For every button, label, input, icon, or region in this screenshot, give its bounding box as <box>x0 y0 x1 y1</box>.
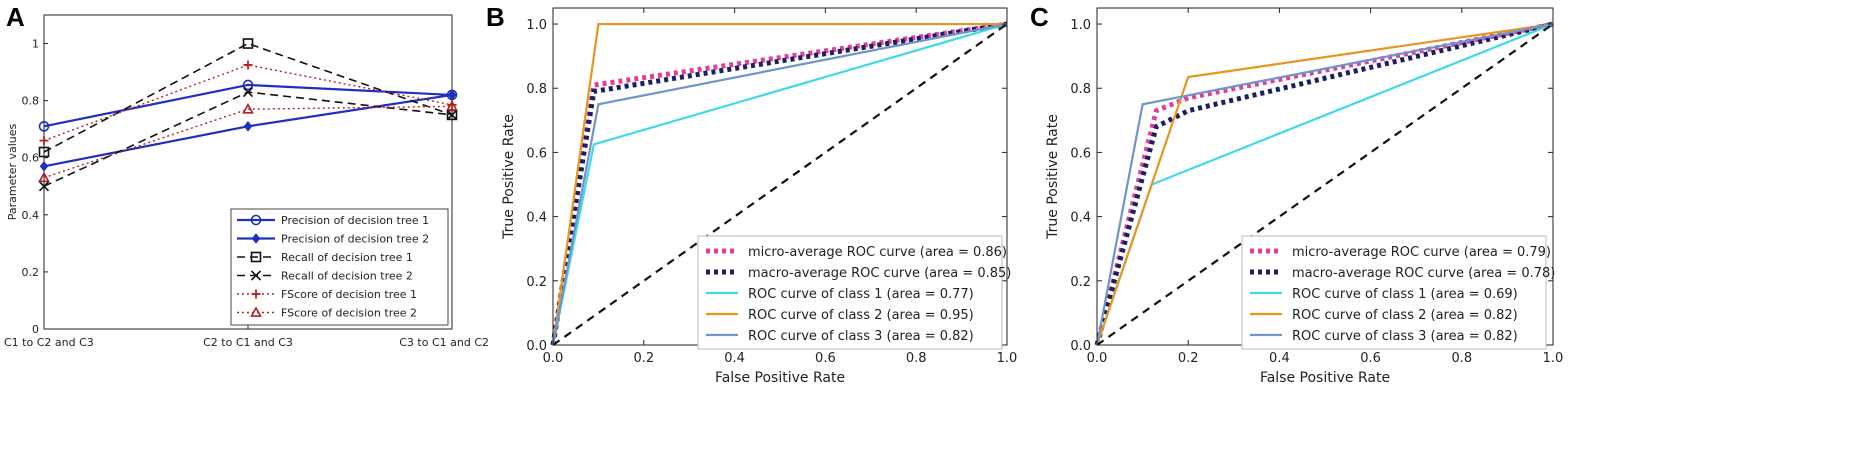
data-point-fscore-of-decision-tree-2 <box>242 103 254 114</box>
legend-marker <box>250 214 262 226</box>
x-tick-label: 0.6 <box>815 351 836 366</box>
y-tick-label: 0.6 <box>22 152 40 165</box>
x-tick-label: 1.0 <box>997 351 1018 366</box>
legend-label: ROC curve of class 1 (area = 0.77) <box>748 287 974 302</box>
legend-marker <box>250 306 262 317</box>
y-axis-label: Parameter values <box>6 123 19 220</box>
data-point-recall-of-decision-tree-1 <box>242 38 254 49</box>
legend-label: ROC curve of class 2 (area = 0.82) <box>1292 308 1518 323</box>
x-tick-label: 1.0 <box>1543 351 1564 366</box>
legend-box <box>697 235 1003 350</box>
legend-label: Precision of decision tree 1 <box>281 214 429 227</box>
data-point-recall-of-decision-tree-2 <box>446 109 458 120</box>
data-point-fscore-of-decision-tree-2 <box>446 100 458 111</box>
series-line-chance <box>1096 23 1554 346</box>
legend-label: micro-average ROC curve (area = 0.86) <box>748 245 1007 260</box>
x-tick-label: 0.2 <box>1178 351 1199 366</box>
legend-label: Precision of decision tree 2 <box>281 233 429 246</box>
x-tick-label: 0.2 <box>633 351 654 366</box>
y-tick-label: 0.6 <box>1070 146 1091 161</box>
legend-label: ROC curve of class 2 (area = 0.95) <box>748 308 974 323</box>
series-line-fscore-of-decision-tree-1 <box>43 64 453 142</box>
y-tick-label: 0.8 <box>22 95 40 108</box>
y-axis-label: True Positive Rate <box>1045 114 1061 240</box>
y-tick-label: 0.6 <box>526 146 547 161</box>
y-tick-label: 0.2 <box>1070 275 1091 290</box>
y-tick-label: 1.0 <box>526 18 547 33</box>
legend-label: macro-average ROC curve (area = 0.85) <box>748 266 1011 281</box>
x-axis-label: False Positive Rate <box>715 370 845 386</box>
chart-a: 0 0.2 0.4 0.6 0.8 1 C1 to C2 and C3 C2 to C1 an… <box>4 14 489 349</box>
legend-label: ROC curve of class 1 (area = 0.69) <box>1292 287 1518 302</box>
y-tick-label: 0 <box>32 323 39 336</box>
data-point-fscore-of-decision-tree-1 <box>39 136 49 146</box>
y-tick-label: 0.0 <box>1070 339 1091 354</box>
panel-label-b: B <box>486 2 505 32</box>
legend-label: ROC curve of class 3 (area = 0.82) <box>1292 329 1518 344</box>
x-tick-label: 0.6 <box>1360 351 1381 366</box>
y-tick-label: 0.4 <box>1070 211 1091 226</box>
data-point-recall-of-decision-tree-1 <box>38 146 50 158</box>
y-tick-label: 1 <box>32 38 39 51</box>
x-tick-label: 0.0 <box>1087 351 1108 366</box>
x-tick-label: 0.8 <box>1451 351 1472 366</box>
x-tick-label: C1 to C2 and C3 <box>4 336 94 349</box>
data-point-precision-of-decision-tree-2 <box>39 160 49 172</box>
x-tick-label: 0.4 <box>1269 351 1290 366</box>
y-tick-label: 0.0 <box>526 339 547 354</box>
y-tick-label: 0.8 <box>1070 82 1091 97</box>
y-tick-label: 1.0 <box>1070 18 1091 33</box>
legend-label: ROC curve of class 3 (area = 0.82) <box>748 329 974 344</box>
x-tick-label: 0.0 <box>543 351 564 366</box>
series-line-roc-curve-of-class-3-area-0-82 <box>1095 22 1554 346</box>
data-point-precision-of-decision-tree-1 <box>242 79 254 91</box>
data-point-precision-of-decision-tree-2 <box>447 89 457 101</box>
y-tick-label: 0.4 <box>22 209 40 222</box>
legend-marker <box>251 233 261 244</box>
x-tick-label: 0.4 <box>724 351 745 366</box>
data-point-precision-of-decision-tree-1 <box>38 121 50 132</box>
legend-marker <box>250 251 262 263</box>
chart-c: 0.0 0.2 0.4 0.6 0.8 1.0 0.0 0.2 0.4 0.6 0.8 1.0 Fals… <box>1045 7 1564 386</box>
legend-box <box>230 208 449 326</box>
panel-label-c: C <box>1030 2 1049 32</box>
y-tick-label: 0.2 <box>22 266 40 279</box>
series-line-recall-of-decision-tree-1 <box>43 42 453 153</box>
y-tick-label: 0.2 <box>526 275 547 290</box>
data-point-recall-of-decision-tree-2 <box>242 87 254 98</box>
data-point-fscore-of-decision-tree-2 <box>38 171 50 183</box>
legend-label: FScore of decision tree 1 <box>281 288 417 301</box>
panel-label-a: A <box>6 2 25 32</box>
legend-label: Recall of decision tree 2 <box>281 270 413 283</box>
series-line-macro-average-roc-curve-area-0-78 <box>1094 21 1554 346</box>
series-line-roc-curve-of-class-3-area-0-82 <box>551 22 1008 346</box>
legend-label: micro-average ROC curve (area = 0.79) <box>1292 245 1551 260</box>
y-axis-label: True Positive Rate <box>501 114 517 240</box>
legend-label: macro-average ROC curve (area = 0.78) <box>1292 266 1555 281</box>
x-axis-label: False Positive Rate <box>1260 370 1390 386</box>
legend-label: Recall of decision tree 1 <box>281 251 413 264</box>
data-point-precision-of-decision-tree-2 <box>243 121 253 132</box>
series-line-fscore-of-decision-tree-2 <box>43 105 453 179</box>
y-tick-label: 0.8 <box>526 82 547 97</box>
legend-marker <box>251 289 261 299</box>
series-line-macro-average-roc-curve-area-0-85 <box>550 21 1008 346</box>
y-tick-label: 0.4 <box>526 211 547 226</box>
x-tick-label: C3 to C1 and C2 <box>399 336 489 349</box>
legend-marker <box>250 270 262 281</box>
legend-box <box>1241 235 1547 350</box>
x-tick-label: 0.8 <box>906 351 927 366</box>
data-point-fscore-of-decision-tree-1 <box>243 60 253 70</box>
series-line-roc-curve-of-class-2-area-0-95 <box>551 22 1007 346</box>
chart-b: 0.0 0.2 0.4 0.6 0.8 1.0 0.0 0.2 0.4 0.6 0.8 1.0 Fals… <box>501 7 1018 386</box>
series-line-roc-curve-of-class-2-area-0-82 <box>1095 22 1554 346</box>
series-line-chance <box>552 23 1008 346</box>
legend-label: FScore of decision tree 2 <box>281 307 417 320</box>
data-point-recall-of-decision-tree-2 <box>38 181 50 192</box>
x-tick-label: C2 to C1 and C3 <box>203 336 293 349</box>
